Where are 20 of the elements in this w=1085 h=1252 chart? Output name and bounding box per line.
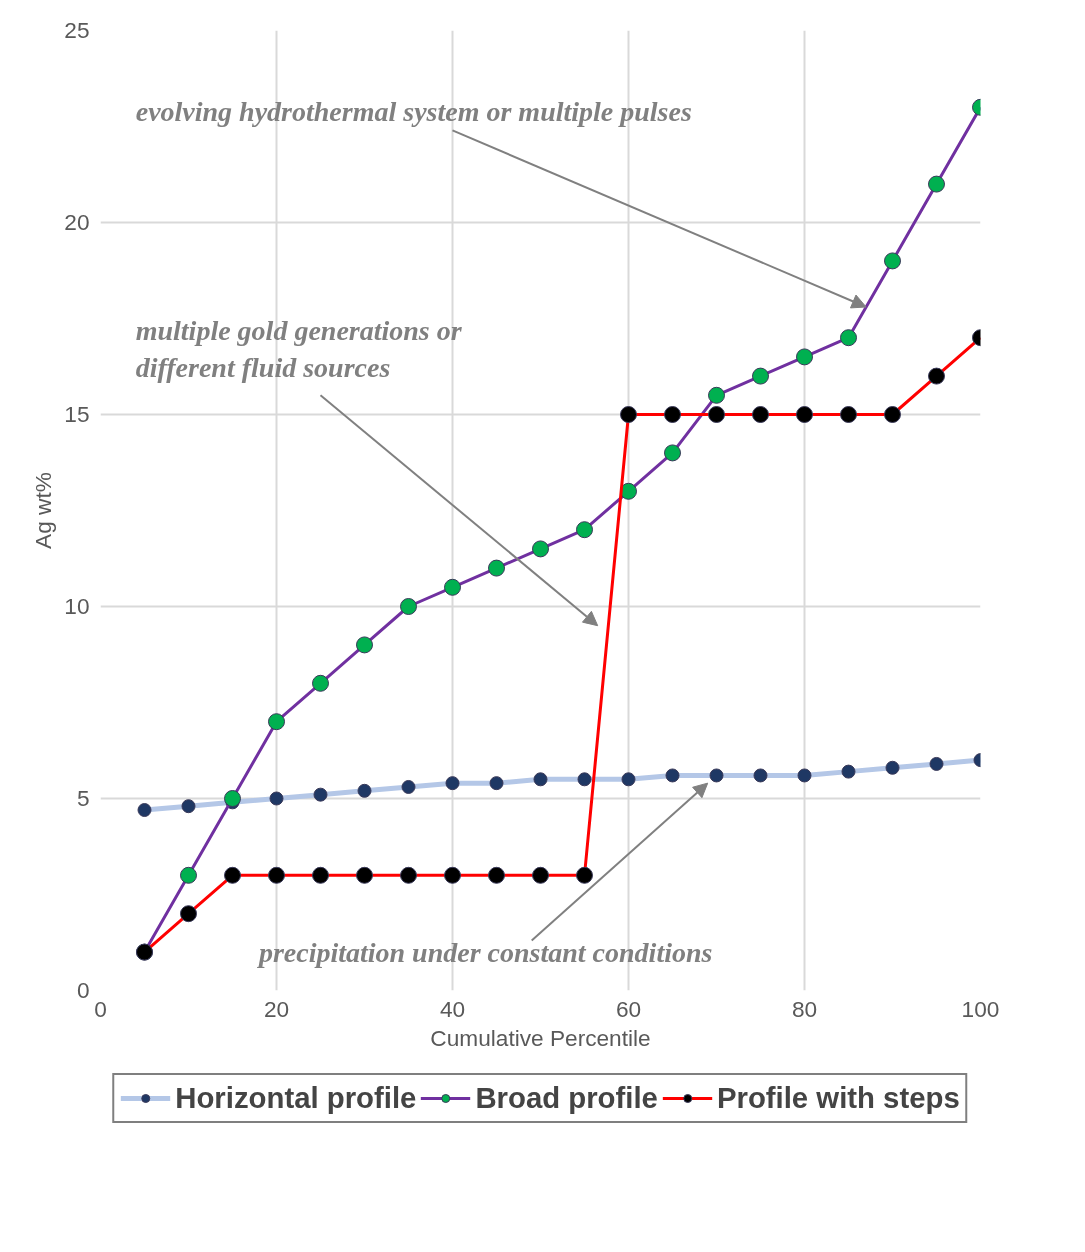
y-tick-label: 0 [76,977,90,1003]
x-tick-label: 80 [791,995,818,1022]
y-tick-label: 20 [64,209,90,235]
legend-label: Horizontal profile [175,1081,417,1115]
x-tick-label: 60 [615,995,642,1022]
x-tick-label: 100 [961,995,1000,1022]
x-tick-label: 0 [94,995,107,1022]
y-tick-label: 10 [64,593,90,619]
annotation: precipitation under constant conditions [256,936,713,968]
x-tick-label: 20 [263,995,290,1022]
y-tick-label: 5 [76,785,90,811]
x-tick-label: 40 [439,995,466,1022]
x-axis-title: Cumulative Percentile [430,1024,651,1051]
legend-label: Profile with steps [716,1081,960,1115]
y-tick-label: 15 [64,401,90,427]
annotation: evolving hydrothermal system or multiple pulses [135,95,692,127]
annotation: multiple gold generations or different fluid sources [135,314,463,383]
legend-label: Broad profile [475,1081,658,1115]
y-tick-label: 25 [64,17,90,43]
y-axis-title: Ag wt% [30,472,57,549]
